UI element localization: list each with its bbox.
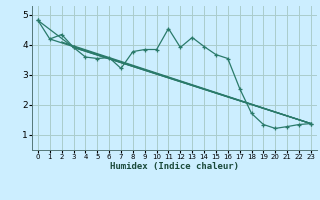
X-axis label: Humidex (Indice chaleur): Humidex (Indice chaleur) bbox=[110, 162, 239, 171]
